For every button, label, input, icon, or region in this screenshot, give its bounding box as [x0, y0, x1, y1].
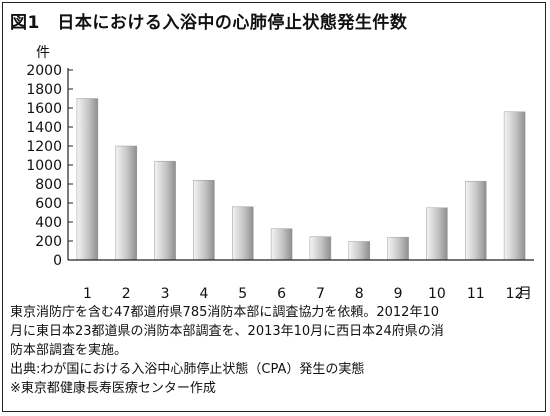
bar-month-1 [76, 98, 99, 261]
x-tick-label: 7 [316, 286, 325, 302]
note-credit: ※東京都健康長寿医療センター作成 [10, 381, 216, 396]
bar-month-8 [348, 241, 371, 261]
y-tick-label: 1600 [26, 101, 62, 117]
y-tick-label: 800 [35, 177, 62, 193]
y-tick-label: 1200 [26, 139, 62, 155]
note-line-1: 東京消防庁を含む47都道府県785消防本部に調査協力を依頼。2012年10 [10, 305, 439, 320]
x-tick-label: 8 [355, 286, 364, 302]
y-tick-label: 1400 [26, 120, 62, 136]
x-tick-label: 2 [122, 286, 131, 302]
x-tick-label: 12 [506, 286, 524, 302]
y-ticks-group: 0 200 400 600 800 1000 1200 1400 1600 1800 2000 [26, 63, 73, 269]
y-tick-label: 200 [35, 234, 62, 250]
bar-month-2 [115, 145, 138, 261]
x-tick-label: 10 [428, 286, 446, 302]
bar-month-4 [193, 179, 215, 261]
y-tick-label: 1000 [26, 158, 62, 174]
bar-month-3 [154, 160, 176, 261]
x-tick-label: 11 [467, 286, 485, 302]
x-tick-label: 1 [83, 286, 92, 302]
figure-title: 図1 日本における入浴中の心肺停止状態発生件数 [10, 13, 408, 33]
bar-month-10 [426, 207, 448, 261]
figure-notes: 東京消防庁を含む47都道府県785消防本部に調査協力を依頼。2012年10 月に… [10, 303, 542, 398]
y-tick-label: 600 [35, 196, 62, 212]
y-axis-unit-label: 件 [36, 45, 50, 61]
bar-month-9 [387, 236, 409, 261]
bar-month-12 [503, 111, 526, 261]
bar-month-7 [309, 236, 332, 261]
y-tick-label: 0 [53, 253, 62, 269]
x-axis-unit-label: 月 [518, 286, 532, 302]
x-tick-label: 4 [199, 286, 208, 302]
bar-month-5 [232, 206, 254, 261]
bar-month-11 [465, 180, 487, 261]
note-line-2: 月に東日本23都道県の消防本部調査を、2013年10月に西日本24府県の消 [10, 324, 444, 339]
x-tick-label: 3 [161, 286, 170, 302]
note-line-3: 防本部調査を実施。 [10, 343, 128, 358]
x-tick-label: 5 [238, 286, 247, 302]
note-source: 出典:わが国における入浴中心肺停止状態（CPA）発生の実態 [10, 362, 365, 377]
bar-month-6 [270, 228, 293, 261]
y-tick-label: 1800 [26, 82, 62, 98]
x-ticks-group: 1 2 3 4 5 6 7 8 9 10 11 12月 [83, 286, 532, 302]
y-tick-label: 400 [35, 215, 62, 231]
x-tick-label: 6 [277, 286, 286, 302]
x-tick-label: 9 [394, 286, 403, 302]
bars-group [76, 98, 526, 261]
axes-group [67, 68, 534, 261]
y-tick-label: 2000 [26, 63, 62, 79]
